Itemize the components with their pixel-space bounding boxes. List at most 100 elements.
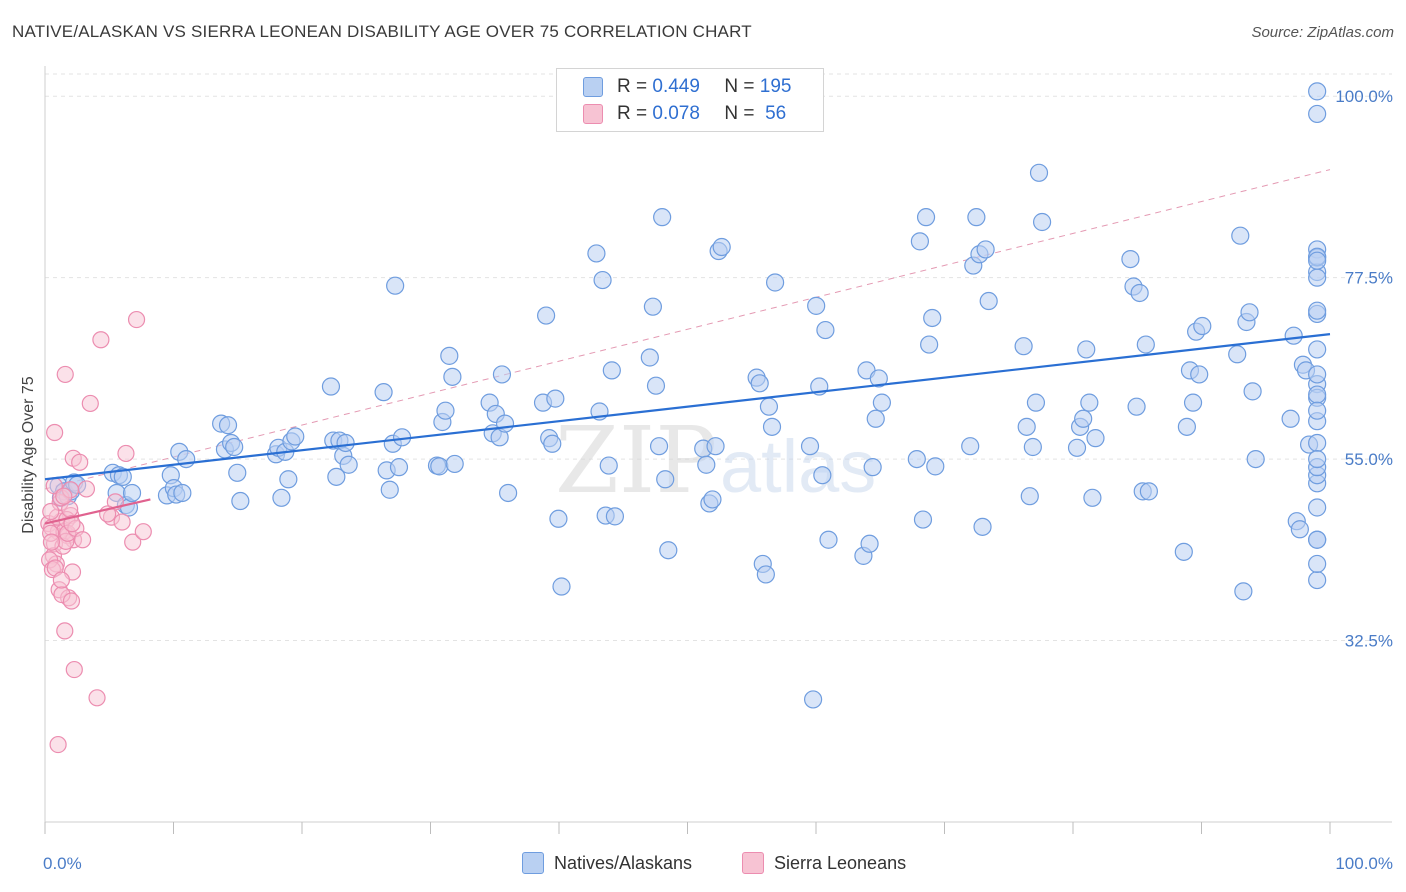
natives-point [173,483,192,503]
sierra-point [56,622,74,640]
natives-point [1290,520,1309,539]
natives-point [973,517,992,536]
natives-point [443,367,462,386]
sierra-point [88,689,106,707]
natives-point [759,397,779,416]
sierra-point [65,660,83,679]
natives-point [800,437,820,456]
natives-point [1020,487,1039,506]
sierra-point [42,533,61,551]
bottom-legend-natives: Natives/Alaskans [522,852,692,874]
legend-r-natives: 0.449 [652,76,700,97]
natives-point [492,365,512,384]
legend-row-natives: R = 0.449 N = 195 [583,75,791,99]
natives-point [803,690,823,709]
natives-point [1139,482,1158,501]
natives-point [1308,340,1327,359]
sierra-point [124,533,142,551]
natives-point [321,377,341,396]
natives-point [549,509,568,528]
natives-point [286,427,305,446]
natives-point [926,457,945,476]
natives-point [602,361,621,380]
dashed-trend-line [44,169,1331,490]
sierra-point [134,523,152,541]
bottom-legend-label-natives: Natives/Alaskans [554,852,693,873]
legend-row-sierra: R = 0.078 N = 56 [583,102,786,126]
reference-line [44,169,1331,490]
natives-point [813,466,832,485]
legend-r-sierra: 0.078 [652,103,700,124]
natives-point [1077,340,1096,359]
sierra-point [92,331,110,349]
natives-point [1234,582,1253,601]
natives-point [1177,417,1196,436]
natives-point [543,434,562,453]
natives-point [1243,382,1262,401]
natives-point [499,483,518,503]
sierra-point [62,592,81,610]
natives-point [1308,554,1327,574]
sierra-point [56,365,74,384]
natives-point [765,273,785,292]
natives-point [1308,385,1327,404]
sierra-point [77,480,96,498]
natives-point [122,483,142,503]
natives-point [1308,449,1327,469]
series-sierra-points [40,310,152,754]
y-tick-label: 32.5% [1345,632,1393,651]
natives-point [976,240,995,259]
sierra-point [71,453,89,471]
natives-point [1193,316,1212,336]
natives-point [430,457,449,476]
watermark-atlas: atlas [720,425,876,508]
watermark-zip: ZIP [555,407,717,514]
natives-point [1308,570,1327,590]
natives-point [807,296,826,315]
natives-point [750,374,769,393]
natives-point [445,454,464,474]
natives-point [1228,345,1247,364]
natives-point [961,437,980,456]
sierra-point [63,515,81,533]
y-tick-label: 77.5% [1345,269,1393,288]
natives-point [231,491,250,511]
natives-point [712,237,731,257]
sierra-point [42,502,60,521]
legend-swatch-natives [583,77,603,97]
natives-point [279,470,298,489]
natives-point [1080,393,1099,412]
natives-point [910,232,929,251]
natives-point [979,291,998,311]
natives-point [1231,226,1250,245]
natives-point [1074,409,1093,428]
natives-point [599,456,618,475]
natives-point [537,306,556,325]
natives-point [659,541,678,560]
natives-point [1029,163,1049,182]
natives-point [1121,249,1140,269]
natives-point [762,417,782,436]
sierra-point [127,310,146,329]
natives-point [1017,417,1036,436]
legend-n-natives: 195 [759,76,792,97]
natives-point [643,297,663,316]
natives-point [863,458,882,477]
natives-point [1183,393,1203,412]
natives-point [1127,397,1146,416]
natives-point [920,335,939,354]
natives-point [1308,301,1327,320]
natives-point [923,308,942,328]
natives-point [587,244,606,263]
natives-point [860,534,879,553]
legend-r-label: R = [617,103,648,124]
natives-point [1032,212,1052,232]
stats-legend: R = 0.449 N = 195 R = 0.078 N = 56 [556,68,824,132]
sierra-point [52,571,70,589]
x-tick-label: 0.0% [43,854,82,873]
natives-point [1083,488,1102,507]
bottom-legend-label-sierra: Sierra Leoneans [774,852,907,873]
natives-point [225,437,244,457]
natives-point [1308,498,1327,517]
natives-point [440,346,459,365]
